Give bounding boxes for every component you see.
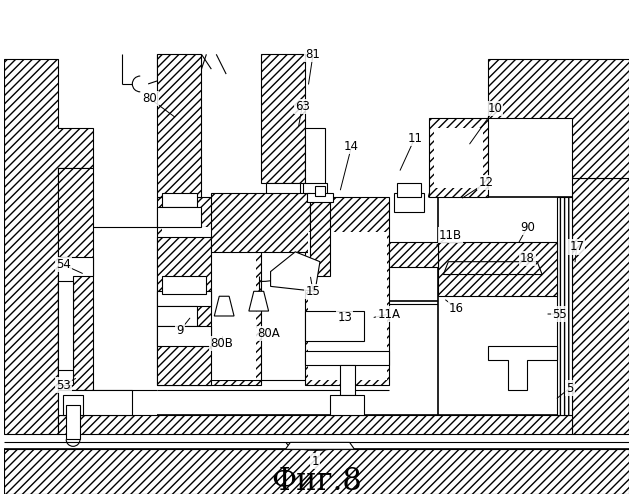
Bar — [157, 292, 211, 306]
Bar — [58, 282, 73, 370]
Text: Фиг.8: Фиг.8 — [271, 466, 362, 498]
Text: 10: 10 — [487, 102, 502, 115]
Bar — [340, 366, 354, 395]
Bar — [330, 395, 365, 414]
Polygon shape — [63, 395, 83, 414]
Polygon shape — [305, 350, 389, 366]
Polygon shape — [488, 59, 629, 178]
Text: 80B: 80B — [210, 337, 233, 350]
Polygon shape — [58, 414, 572, 434]
Polygon shape — [215, 296, 234, 316]
Polygon shape — [58, 390, 132, 414]
Polygon shape — [310, 198, 330, 276]
Text: 9: 9 — [176, 324, 184, 338]
Bar — [303, 182, 327, 198]
Text: 14: 14 — [344, 140, 359, 152]
Text: 11: 11 — [407, 132, 422, 144]
Bar — [315, 186, 325, 196]
Text: 1: 1 — [311, 454, 319, 468]
Text: 11B: 11B — [439, 228, 462, 241]
Text: 63: 63 — [295, 100, 310, 113]
Polygon shape — [572, 178, 629, 434]
Polygon shape — [249, 292, 268, 311]
Polygon shape — [58, 168, 93, 390]
Bar — [157, 306, 196, 326]
Polygon shape — [270, 252, 320, 292]
Text: 54: 54 — [56, 258, 71, 271]
Polygon shape — [4, 450, 629, 494]
Text: 12: 12 — [479, 176, 493, 189]
Polygon shape — [157, 198, 261, 385]
Text: 90: 90 — [520, 220, 535, 234]
Polygon shape — [4, 59, 93, 434]
Polygon shape — [162, 227, 256, 380]
Polygon shape — [439, 242, 557, 296]
Bar — [305, 128, 325, 188]
Text: 80A: 80A — [257, 328, 280, 340]
Polygon shape — [488, 346, 557, 390]
Polygon shape — [285, 442, 354, 450]
Bar — [434, 128, 483, 188]
Text: 17: 17 — [569, 240, 584, 254]
Polygon shape — [58, 256, 93, 385]
Polygon shape — [261, 54, 305, 182]
Text: 80: 80 — [142, 92, 158, 105]
Polygon shape — [429, 118, 488, 198]
Polygon shape — [66, 405, 80, 440]
Text: 13: 13 — [337, 312, 352, 324]
Polygon shape — [557, 198, 572, 414]
Polygon shape — [389, 242, 439, 266]
Polygon shape — [157, 237, 211, 385]
Polygon shape — [305, 198, 389, 385]
Bar — [394, 192, 423, 212]
Bar — [305, 311, 365, 340]
Text: 15: 15 — [306, 285, 320, 298]
Text: 53: 53 — [56, 378, 71, 392]
Bar — [157, 326, 211, 345]
Bar — [157, 208, 201, 227]
Text: 11A: 11A — [377, 308, 401, 320]
Polygon shape — [439, 198, 572, 414]
Text: 81: 81 — [306, 48, 320, 61]
Bar — [307, 192, 333, 202]
Bar — [266, 182, 300, 208]
Polygon shape — [157, 54, 201, 198]
Polygon shape — [308, 232, 387, 380]
Text: 55: 55 — [553, 308, 567, 320]
Bar — [397, 182, 421, 198]
Text: 18: 18 — [520, 252, 535, 265]
Bar — [162, 192, 196, 208]
Text: 16: 16 — [449, 302, 464, 314]
Polygon shape — [211, 192, 310, 252]
Polygon shape — [443, 262, 542, 274]
Bar — [162, 276, 206, 294]
Text: 5: 5 — [566, 382, 573, 394]
